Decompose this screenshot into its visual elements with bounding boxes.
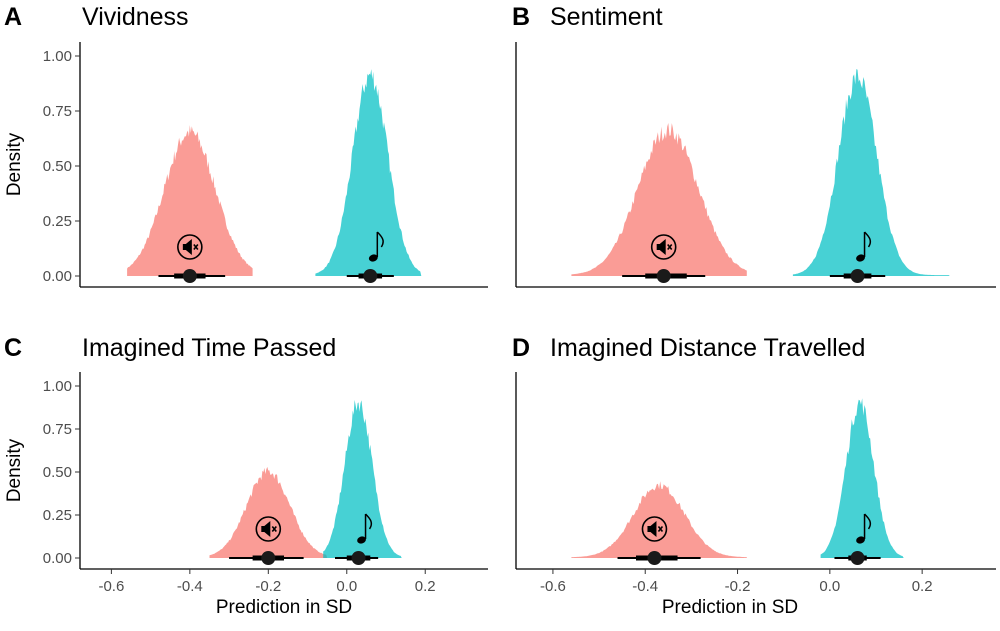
density-silence (571, 481, 747, 558)
x-axis-label: Prediction in SD (216, 597, 352, 618)
y-tick-label: 1.00 (43, 378, 72, 395)
panel-letter: A (4, 3, 22, 31)
icon-ring (255, 516, 282, 542)
muted-speaker-icon (177, 234, 203, 260)
music-note-icon (357, 513, 373, 544)
x-tick-label: -0.2 (255, 578, 281, 595)
panel-a: A Vividness 1.00 0.75 0.50 0.25 0.00 Density (4, 3, 488, 288)
x-tick-label: -0.6 (540, 578, 566, 595)
y-tick-label: 0.25 (43, 507, 72, 524)
speaker-shape (647, 521, 657, 537)
speaker-shape (656, 239, 666, 255)
panel-letter: D (512, 334, 530, 362)
icon-ring (650, 234, 677, 260)
x-axis-label: Prediction in SD (662, 597, 798, 618)
x-tick-label: 0.0 (819, 578, 840, 595)
note-head (856, 536, 865, 544)
mute-cross (657, 526, 664, 532)
density-silence (127, 125, 253, 276)
point-estimate-silence (261, 551, 276, 565)
x-tick-label: -0.6 (98, 578, 124, 595)
y-tick-label: 0.00 (43, 550, 72, 567)
speaker-shape (182, 239, 192, 255)
muted-speaker-icon (641, 516, 668, 542)
panel-title: Vividness (82, 3, 189, 31)
mute-cross (271, 526, 277, 532)
muted-speaker-icon (650, 234, 677, 260)
x-tick-label: 0.2 (912, 578, 933, 595)
mute-cross (193, 244, 199, 250)
panel-d: D Imagined Distance Travelled -0.6 -0.4 -0.2… (512, 334, 996, 618)
panel-b: B Sentiment (512, 3, 996, 288)
y-tick-label: 0.50 (43, 464, 72, 481)
point-estimate-music (850, 269, 865, 283)
panel-letter: B (512, 3, 530, 31)
icon-ring (641, 516, 668, 542)
panel-title: Imagined Distance Travelled (550, 334, 865, 362)
point-estimate-silence (656, 269, 671, 283)
note-flag (864, 513, 872, 530)
music-note-icon (856, 513, 872, 544)
point-estimate-silence (647, 551, 662, 565)
panel-title: Sentiment (550, 3, 663, 31)
y-tick-label: 0.75 (43, 421, 72, 438)
y-axis-label: Density (4, 438, 25, 502)
note-flag (365, 513, 373, 530)
y-tick-label: 1.00 (43, 48, 72, 65)
x-tick-label: -0.2 (725, 578, 751, 595)
note-flag (864, 231, 872, 248)
music-note-icon (856, 231, 872, 262)
x-tick-label: -0.4 (632, 578, 658, 595)
density-music (792, 69, 950, 276)
y-tick-label: 0.75 (43, 103, 72, 120)
icon-ring (177, 234, 203, 260)
density-music (323, 399, 402, 558)
x-tick-label: 0.2 (415, 578, 436, 595)
y-tick-label: 0.00 (43, 268, 72, 285)
panel-c: C Imagined Time Passed 1.00 0.75 0.50 0.25 0.0… (4, 334, 488, 618)
density-silence (571, 123, 747, 276)
point-estimate-music (363, 269, 378, 283)
y-tick-label: 0.25 (43, 213, 72, 230)
density-music (315, 69, 422, 276)
note-head (368, 254, 378, 262)
point-estimate-music (351, 551, 366, 565)
note-head (357, 536, 366, 544)
note-flag (376, 231, 384, 248)
y-tick-label: 0.50 (43, 158, 72, 175)
density-music (820, 398, 904, 558)
y-axis-label: Density (4, 132, 25, 196)
speaker-shape (261, 521, 271, 537)
panel-title: Imagined Time Passed (82, 334, 336, 362)
point-estimate-silence (182, 269, 197, 283)
muted-speaker-icon (255, 516, 282, 542)
point-estimate-music (850, 551, 865, 565)
x-tick-label: -0.4 (177, 578, 203, 595)
note-head (856, 254, 865, 262)
panel-letter: C (4, 334, 22, 362)
density-silence (209, 466, 328, 558)
music-note-icon (368, 231, 384, 262)
x-tick-label: 0.0 (336, 578, 357, 595)
mute-cross (667, 244, 673, 250)
